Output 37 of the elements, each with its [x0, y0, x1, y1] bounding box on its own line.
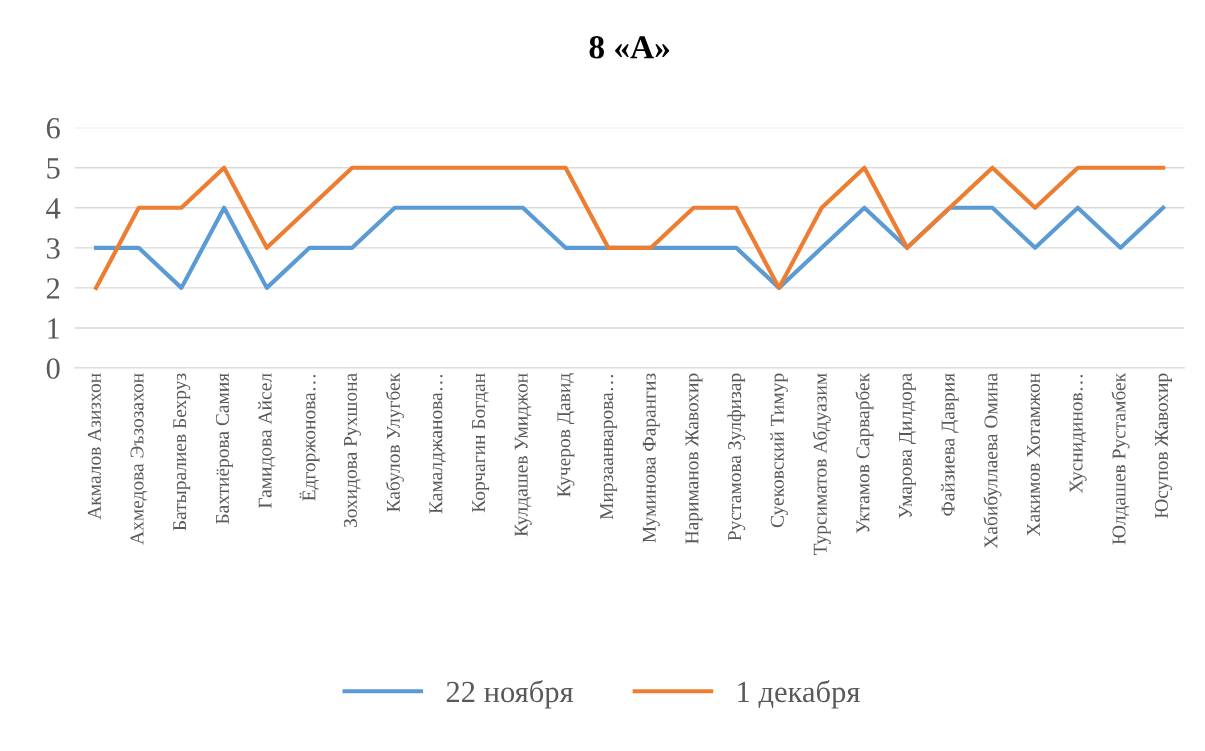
y-tick-label: 5: [47, 158, 60, 179]
chart-title: 8 «А»: [589, 36, 670, 59]
x-tick-label: Муминова Фарангиз: [642, 373, 660, 543]
x-tick-label: Кучеров Давид: [557, 373, 575, 497]
x-tick-label: Суековский Тимур: [770, 373, 788, 528]
y-tick-label: 0: [46, 358, 60, 379]
x-tick-label: Ёдгоржонова…: [299, 374, 320, 501]
y-tick-label: 1: [48, 318, 59, 339]
x-tick-label: Рустамова Зулфизар: [727, 373, 746, 541]
x-tick-label: Камалджанова…: [429, 374, 446, 514]
x-tick-label: Кулдашев Умиджон: [514, 373, 532, 537]
x-tick-label: Турсиматов Абдуазим: [812, 373, 831, 556]
y-tick-label: 6: [46, 118, 60, 139]
y-tick-label: 4: [46, 198, 61, 219]
x-tick-label: Юсупов Жавохир: [1154, 373, 1172, 519]
x-tick-label: Бахтиёрова Самия: [215, 373, 233, 524]
line-series: [93, 165, 1166, 290]
x-tick-label: Корчагин Богдан: [472, 373, 490, 513]
x-tick-label: Зохидова Рухшона: [343, 373, 361, 528]
x-tick-label: Нариманов Жавохир: [685, 373, 703, 544]
x-tick-label: Мирзаанварова…: [600, 374, 618, 520]
x-tick-label: Умарова Дилдора: [899, 373, 916, 519]
x-tick-label: Юлдашев Рустамбек: [1111, 372, 1130, 545]
x-tick-label: Ахмедова Эъзозахон: [130, 373, 148, 545]
x-tick-label: Хакимов Хотамжон: [1027, 373, 1040, 537]
x-tick-label: Батыралиев Бехруз: [173, 373, 191, 531]
x-tick-label: Кабулов Улугбек: [385, 372, 404, 512]
legend-label: 22 ноября: [446, 680, 574, 709]
legend-label: 1 декабря: [738, 680, 860, 709]
x-tick-label: Акмалов Азизхон: [87, 373, 101, 520]
x-tick-label: Хабибуллаева Омина: [983, 373, 1002, 549]
x-tick-label: Файзиева Даврия: [941, 373, 959, 516]
y-tick-label: 2: [46, 278, 60, 299]
y-tick-label: 3: [47, 238, 60, 259]
x-tick-label: Гамидова Айсел: [258, 373, 276, 509]
x-tick-label: Хуснидинов…: [1069, 374, 1087, 493]
x-tick-label: Уктамов Сарварбек: [855, 372, 874, 534]
